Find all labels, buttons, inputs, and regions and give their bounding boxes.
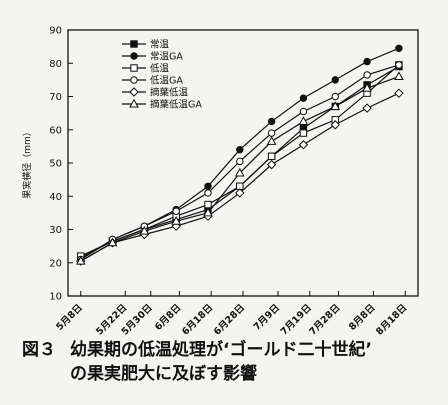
x-tick-label: 6月8日 [153,302,184,333]
caption-line-1: 幼果期の低温処理が‘ゴールド二十世紀’ [70,340,372,360]
x-tick-label: 8月8日 [347,302,378,333]
legend-marker [130,64,138,72]
y-tick-label: 20 [49,258,62,269]
data-point [267,129,276,137]
legend-label: 低温GA [150,75,183,87]
data-point [204,200,212,209]
y-axis-label: 果実横径（mm） [21,127,33,199]
data-point [204,189,212,197]
data-point [236,146,244,154]
series-2 [77,44,403,264]
legend-item: 常温GA [122,51,183,63]
data-point [395,44,403,52]
data-point [299,107,308,116]
data-point [235,188,245,198]
legend-item: 常温 [122,39,170,51]
data-point [267,152,276,161]
figure-caption: 図３ 幼果期の低温処理が‘ゴールド二十世紀’ の果実肥大に及ぼす影響 [22,338,372,386]
data-point [203,207,213,217]
data-point [204,182,212,190]
data-point [330,120,340,130]
x-tick-label: 7月28日 [307,302,342,337]
y-tick-label: 30 [49,225,62,236]
y-tick-label: 60 [49,125,62,136]
y-tick-label: 90 [49,26,62,37]
chart: 10 20 30 40 50 60 70 80 90 5月8日 5月22日5月30日6月8日6月1… [21,26,419,338]
data-point [139,225,150,235]
data-point [331,76,339,84]
data-point [362,103,372,113]
legend-label: 摘葉低温GA [150,99,202,111]
y-ticks: 10 20 30 40 50 60 70 80 90 [49,26,73,303]
data-point [107,237,118,247]
legend-label: 摘葉低温 [150,87,189,99]
data-point [75,255,86,265]
data-point [299,94,308,102]
data-point [362,82,372,92]
legend-marker [130,52,138,60]
data-point [298,116,309,125]
data-point [266,159,277,170]
data-point [171,215,182,225]
data-point [266,136,277,145]
x-tick-label: 7月9日 [252,302,283,333]
data-point [236,157,244,166]
data-point [331,92,339,101]
y-tick-label: 40 [49,192,62,203]
legend-item: 摘葉低温 [122,87,189,99]
figure-number: 図３ [22,340,56,360]
data-point [299,129,308,137]
data-point [234,167,245,177]
legend-marker [130,40,138,48]
data-point [394,71,404,81]
x-tick-label: 8月18日 [374,302,409,337]
caption-line-2: の果実肥大に及ぼす影響 [70,364,257,384]
x-tick-label: 6月18日 [180,302,215,337]
y-tick-label: 70 [49,92,62,103]
y-tick-label: 10 [49,292,62,303]
data-point [267,117,276,126]
data-point [363,57,371,66]
legend-item: 摘葉低温GA [122,99,202,111]
legend-marker [129,87,139,97]
data-point [172,207,180,215]
legend-label: 常温GA [150,51,183,63]
series-group [75,44,404,266]
data-point [363,71,371,79]
y-tick-label: 50 [49,159,62,170]
x-tick-label: 6月28日 [212,302,247,337]
legend-item: 低温 [122,63,170,75]
series-6 [75,71,404,265]
x-tick-label: 5月8日 [54,302,85,333]
data-point [394,88,404,98]
data-point [395,61,403,69]
legend-label: 低温 [150,63,170,75]
data-point [298,140,309,150]
legend-item: 低温GA [122,75,183,87]
legend-marker [130,76,138,84]
legend-marker [129,98,139,108]
series-5 [76,88,404,266]
y-tick-label: 80 [49,59,62,70]
legend-label: 常温 [150,39,170,51]
data-point [330,101,341,110]
